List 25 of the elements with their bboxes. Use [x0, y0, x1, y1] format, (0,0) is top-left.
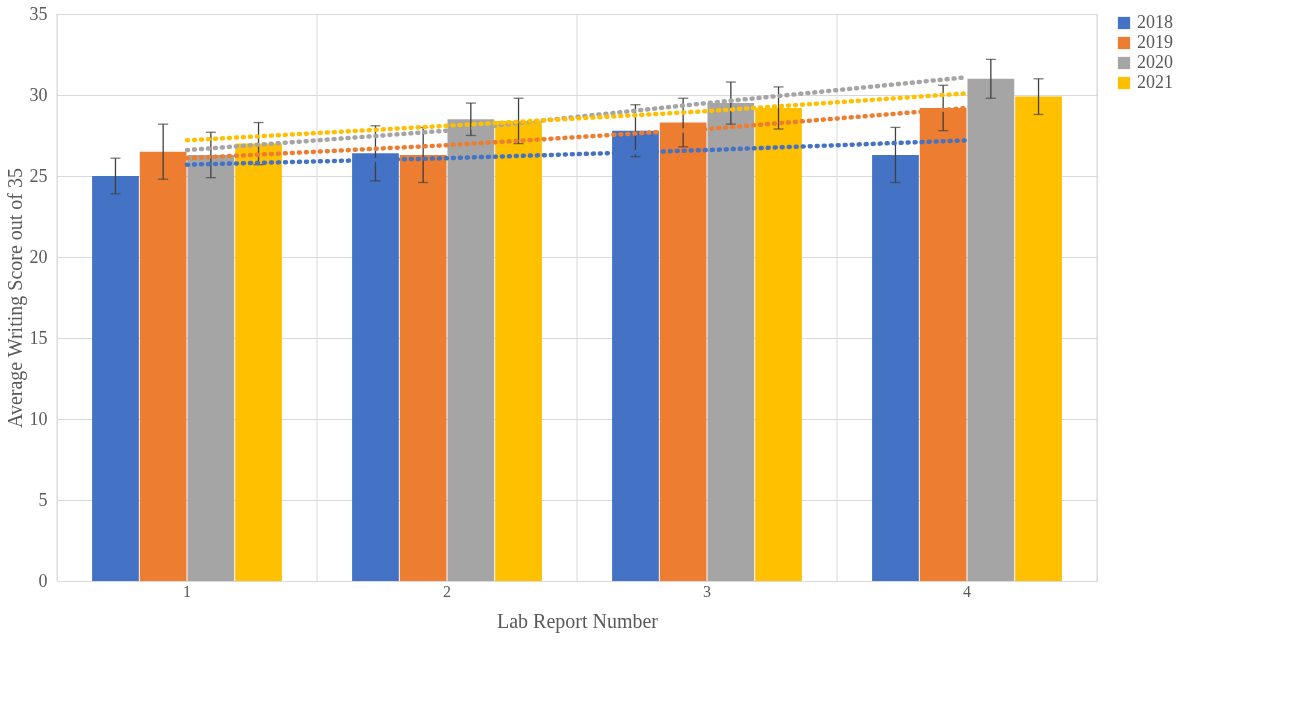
- x-axis-title: Lab Report Number: [496, 609, 659, 633]
- y-axis-title: Average Writing Score out of 35: [3, 167, 27, 429]
- x-tick-label: 1: [183, 582, 191, 600]
- legend-label: 2020: [1137, 52, 1173, 72]
- y-tick-label: 15: [29, 327, 48, 348]
- bar: [92, 176, 139, 581]
- y-tick-label: 20: [29, 246, 48, 267]
- bar: [187, 154, 235, 581]
- bar: [872, 154, 919, 581]
- legend-label: 2019: [1137, 32, 1173, 52]
- bar: [967, 78, 1015, 581]
- y-tick-label: 10: [29, 408, 48, 429]
- legend-label: 2018: [1137, 12, 1173, 32]
- y-tick-label: 0: [38, 570, 48, 591]
- y-tick-label: 5: [38, 489, 48, 510]
- x-tick-label: 2: [443, 582, 451, 600]
- legend-label: 2021: [1137, 72, 1173, 92]
- y-tick-label: 35: [29, 3, 48, 24]
- x-tick-label: 4: [963, 582, 971, 600]
- y-tick-label: 25: [29, 165, 48, 186]
- bar: [1015, 96, 1062, 581]
- x-tick-label: 3: [703, 582, 711, 600]
- y-tick-label: 30: [29, 84, 48, 105]
- bar: [235, 143, 282, 581]
- bar: [399, 154, 447, 581]
